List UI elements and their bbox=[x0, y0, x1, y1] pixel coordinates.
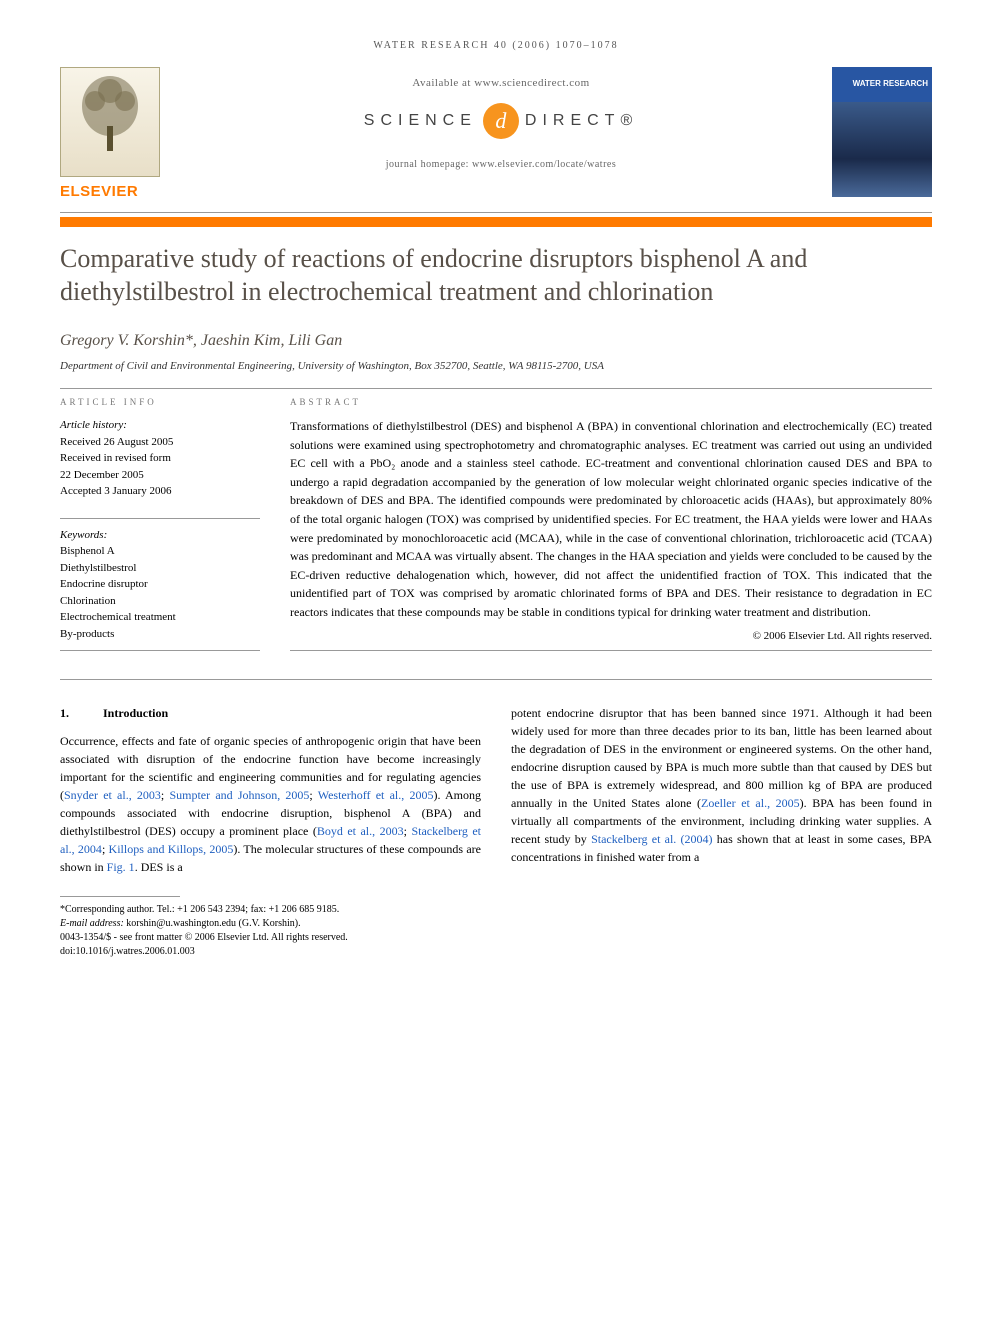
footnote-separator bbox=[60, 896, 180, 897]
journal-cover-header: WATER RESEARCH bbox=[832, 67, 932, 102]
abstract-column: ABSTRACT Transformations of diethylstilb… bbox=[290, 397, 932, 659]
abstract-copyright: © 2006 Elsevier Ltd. All rights reserved… bbox=[290, 630, 932, 642]
page-container: WATER RESEARCH 40 (2006) 1070–1078 ELSEV… bbox=[0, 0, 992, 999]
elsevier-wordmark: ELSEVIER bbox=[60, 183, 170, 200]
keyword: Chlorination bbox=[60, 593, 260, 610]
affiliation: Department of Civil and Environmental En… bbox=[60, 360, 932, 372]
body-paragraph: potent endocrine disruptor that has been… bbox=[511, 704, 932, 866]
elsevier-block: ELSEVIER bbox=[60, 67, 170, 200]
journal-cover-title: WATER RESEARCH bbox=[853, 80, 928, 89]
section-number: 1. bbox=[60, 704, 100, 722]
body-left-column: 1. Introduction Occurrence, effects and … bbox=[60, 704, 481, 959]
revised-label: Received in revised form bbox=[60, 450, 260, 467]
article-history: Article history: Received 26 August 2005… bbox=[60, 417, 260, 500]
doi-line: doi:10.1016/j.watres.2006.01.003 bbox=[60, 945, 481, 959]
keywords-block: Keywords: Bisphenol A Diethylstilbestrol… bbox=[60, 527, 260, 643]
abstract-heading: ABSTRACT bbox=[290, 397, 932, 407]
email-label: E-mail address: bbox=[60, 918, 124, 929]
article-info-heading: ARTICLE INFO bbox=[60, 397, 260, 407]
divider bbox=[290, 650, 932, 651]
sd-text-right: DIRECT® bbox=[525, 112, 638, 130]
tree-icon bbox=[75, 71, 145, 173]
body-paragraph: Occurrence, effects and fate of organic … bbox=[60, 732, 481, 876]
divider bbox=[60, 650, 260, 651]
article-info-column: ARTICLE INFO Article history: Received 2… bbox=[60, 397, 260, 659]
divider bbox=[60, 679, 932, 680]
keyword: Diethylstilbestrol bbox=[60, 560, 260, 577]
sd-pill-icon: d bbox=[483, 103, 519, 139]
divider bbox=[60, 388, 932, 389]
body-right-column: potent endocrine disruptor that has been… bbox=[511, 704, 932, 959]
available-at-text: Available at www.sciencedirect.com bbox=[170, 77, 832, 89]
orange-divider-bar bbox=[60, 217, 932, 227]
keyword: Electrochemical treatment bbox=[60, 609, 260, 626]
citation-link[interactable]: Sumpter and Johnson, 2005 bbox=[169, 788, 309, 802]
section-title: Introduction bbox=[103, 706, 168, 720]
email-line: E-mail address: korshin@u.washington.edu… bbox=[60, 917, 481, 931]
corresponding-author-note: *Corresponding author. Tel.: +1 206 543 … bbox=[60, 903, 481, 917]
journal-homepage-text: journal homepage: www.elsevier.com/locat… bbox=[170, 159, 832, 170]
accepted-date: Accepted 3 January 2006 bbox=[60, 483, 260, 500]
keyword: Bisphenol A bbox=[60, 543, 260, 560]
footnotes: *Corresponding author. Tel.: +1 206 543 … bbox=[60, 903, 481, 959]
keyword: By-products bbox=[60, 626, 260, 643]
citation-link[interactable]: Snyder et al., 2003 bbox=[64, 788, 161, 802]
citation-link[interactable]: Stackelberg et al. (2004) bbox=[591, 832, 713, 846]
abstract-text: Transformations of diethylstilbestrol (D… bbox=[290, 417, 932, 622]
journal-cover: WATER RESEARCH bbox=[832, 67, 932, 197]
citation-link[interactable]: Zoeller et al., 2005 bbox=[701, 796, 800, 810]
header-center: Available at www.sciencedirect.com SCIEN… bbox=[170, 67, 832, 170]
journal-cover-image bbox=[832, 102, 932, 197]
keyword: Endocrine disruptor bbox=[60, 576, 260, 593]
revised-date: 22 December 2005 bbox=[60, 467, 260, 484]
section-heading: 1. Introduction bbox=[60, 704, 481, 722]
sd-text-left: SCIENCE bbox=[364, 112, 477, 130]
citation-link[interactable]: Killops and Killops, 2005 bbox=[109, 842, 234, 856]
divider bbox=[60, 518, 260, 519]
received-date: Received 26 August 2005 bbox=[60, 434, 260, 451]
science-direct-logo: SCIENCE d DIRECT® bbox=[170, 103, 832, 139]
author-list: Gregory V. Korshin*, Jaeshin Kim, Lili G… bbox=[60, 332, 932, 350]
header-logos: ELSEVIER Available at www.sciencedirect.… bbox=[60, 67, 932, 213]
citation-link[interactable]: Boyd et al., 2003 bbox=[317, 824, 404, 838]
citation-link[interactable]: Westerhoff et al., 2005 bbox=[318, 788, 434, 802]
elsevier-logo bbox=[60, 67, 160, 177]
info-abstract-row: ARTICLE INFO Article history: Received 2… bbox=[60, 397, 932, 659]
email-value: korshin@u.washington.edu (G.V. Korshin). bbox=[124, 918, 301, 929]
keywords-label: Keywords: bbox=[60, 527, 260, 544]
article-title: Comparative study of reactions of endocr… bbox=[60, 243, 932, 308]
running-head: WATER RESEARCH 40 (2006) 1070–1078 bbox=[60, 40, 932, 51]
body-columns: 1. Introduction Occurrence, effects and … bbox=[60, 704, 932, 959]
issn-line: 0043-1354/$ - see front matter © 2006 El… bbox=[60, 931, 481, 945]
history-label: Article history: bbox=[60, 417, 260, 434]
figure-link[interactable]: Fig. 1 bbox=[107, 860, 135, 874]
